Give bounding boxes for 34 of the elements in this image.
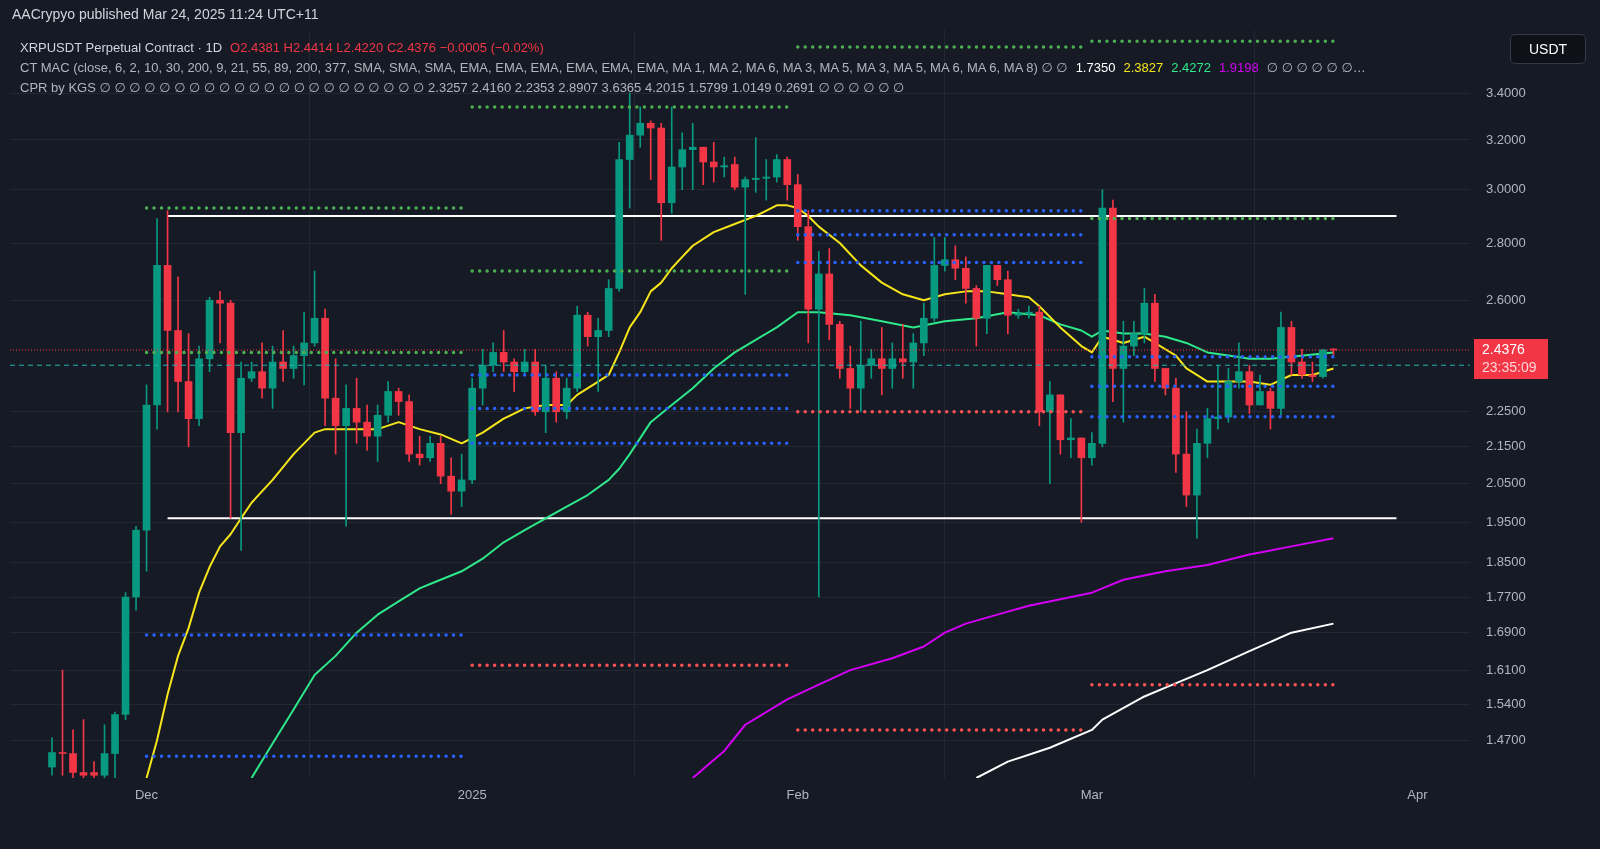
y-tick-label: 1.6900	[1486, 624, 1526, 640]
candlestick	[90, 761, 98, 778]
y-tick-label: 2.6000	[1486, 291, 1526, 307]
y-tick-label: 1.6100	[1486, 661, 1526, 677]
text: 1.7350	[1075, 60, 1116, 75]
annotation: O2.4381 H2.4414 L2.4220 C2.4376 −0.0005 (−0.02%)	[230, 40, 544, 55]
y-tick-label: 2.2500	[1486, 403, 1526, 419]
text: USDT	[1510, 34, 1586, 64]
y-tick-label: 1.7700	[1486, 588, 1526, 604]
text: XRPUSDT Perpetual Contract · 1D	[20, 40, 223, 55]
x-tick-label: Feb	[786, 787, 809, 803]
text: 2.4272	[1171, 60, 1211, 75]
annotation: CPR by KGS ∅ ∅ ∅ ∅ ∅ ∅ ∅ ∅ ∅ ∅ ∅ ∅ ∅ ∅ ∅ ∅ ∅ ∅ ∅ ∅ ∅ ∅ 2.3257 2.4160 2.2353 2.8907 3.6365 4.2015 1.5799 1.0149 0.2691 ∅ ∅ ∅ ∅ ∅ ∅	[20, 80, 905, 95]
text: 23:35:09	[1482, 358, 1537, 375]
y-tick-label: 1.9500	[1486, 513, 1526, 529]
y-tick-label: 3.4000	[1486, 84, 1526, 100]
x-tick-label: Apr	[1407, 787, 1429, 803]
y-tick-label: 1.5400	[1486, 696, 1526, 712]
annotation: CT MAC (close, 6, 2, 10, 30, 200, 9, 21, 55, 89, 200, 377, SMA, SMA, SMA, EMA, EMA, EMA, EMA, EMA, EMA, MA 1, MA 2, MA 6, MA 3, MA 5, MA 3, MA 5, MA 6, MA 6, MA 8) ∅ ∅	[20, 60, 1068, 75]
x-tick-label: 2025	[457, 787, 487, 803]
y-tick-label: 1.4700	[1486, 731, 1526, 747]
text: 1.9198	[1218, 60, 1259, 75]
y-tick-label: 1.8500	[1486, 554, 1526, 570]
y-tick-label: 3.2000	[1486, 131, 1526, 147]
x-tick-label: Dec	[134, 787, 159, 803]
text: AACrypyo published Mar 24, 2025 11:24 UTC+11	[12, 6, 319, 22]
y-tick-label: 2.1500	[1486, 438, 1526, 454]
annotation: ∅ ∅ ∅ ∅ ∅ ∅…	[1266, 60, 1366, 75]
text: 2.3827	[1123, 60, 1164, 75]
y-tick-label: 2.0500	[1486, 475, 1526, 491]
ref-line-label: 2.4376	[1482, 340, 1526, 357]
x-tick-label: Mar	[1080, 787, 1104, 803]
y-tick-label: 3.0000	[1486, 181, 1526, 197]
y-tick-label: 2.8000	[1486, 234, 1526, 250]
